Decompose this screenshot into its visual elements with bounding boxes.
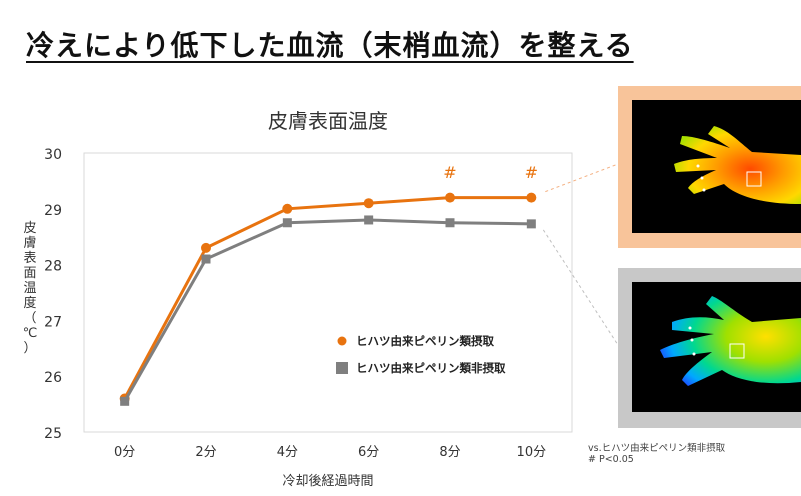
x-tick-label: 6分	[358, 445, 379, 460]
y-tick-label: 28	[44, 259, 62, 275]
chart-title: 皮膚表面温度	[268, 109, 388, 133]
data-point	[282, 203, 293, 214]
legend-label: ヒハツ由来ピペリン類摂取	[356, 334, 494, 348]
significance-mark: #	[525, 163, 538, 182]
significance-mark: #	[443, 163, 456, 182]
y-tick-label: 29	[44, 203, 62, 219]
connector-line-control	[542, 229, 619, 346]
data-point	[120, 396, 130, 406]
legend-marker	[337, 336, 347, 346]
data-point	[201, 254, 211, 264]
page-heading: 冷えにより低下した血流（末梢血流）を整える	[26, 29, 634, 62]
data-point	[364, 215, 374, 225]
significance-note-pvalue: # P<0.05	[588, 454, 634, 465]
y-tick-label: 26	[44, 370, 62, 386]
data-point	[445, 192, 455, 203]
x-axis-label: 冷却後経過時間	[282, 474, 373, 489]
data-point	[363, 198, 374, 209]
data-point	[526, 192, 537, 203]
connector-line-warm	[545, 163, 619, 193]
significance-note-comparison: vs.ヒハツ由来ピペリン類非摂取	[588, 443, 726, 454]
x-tick-label: 4分	[277, 445, 298, 460]
y-axis-label: 皮膚表面温度（℃）	[23, 221, 38, 356]
x-tick-label: 8分	[439, 445, 460, 460]
x-tick-label: 0分	[114, 445, 135, 460]
legend-marker	[336, 362, 348, 374]
plot-area-frame	[83, 152, 573, 433]
series-line-0	[123, 196, 532, 400]
x-tick-label: 10分	[517, 445, 547, 460]
y-tick-label: 25	[44, 426, 62, 442]
thermal-image-control-frame	[618, 268, 801, 428]
series-line-1	[123, 218, 532, 403]
data-point	[526, 219, 536, 229]
y-tick-label: 30	[44, 147, 62, 163]
thermal-hand-cool-image	[660, 296, 801, 386]
y-tick-label: 27	[44, 314, 62, 330]
x-tick-label: 2分	[195, 445, 216, 460]
data-point	[201, 242, 211, 253]
legend-label: ヒハツ由来ピペリン類非摂取	[356, 361, 506, 375]
thermal-hand-warm-image	[674, 126, 801, 204]
data-point	[282, 218, 292, 228]
data-point	[445, 218, 455, 228]
thermal-image-piperine-frame	[618, 86, 801, 248]
